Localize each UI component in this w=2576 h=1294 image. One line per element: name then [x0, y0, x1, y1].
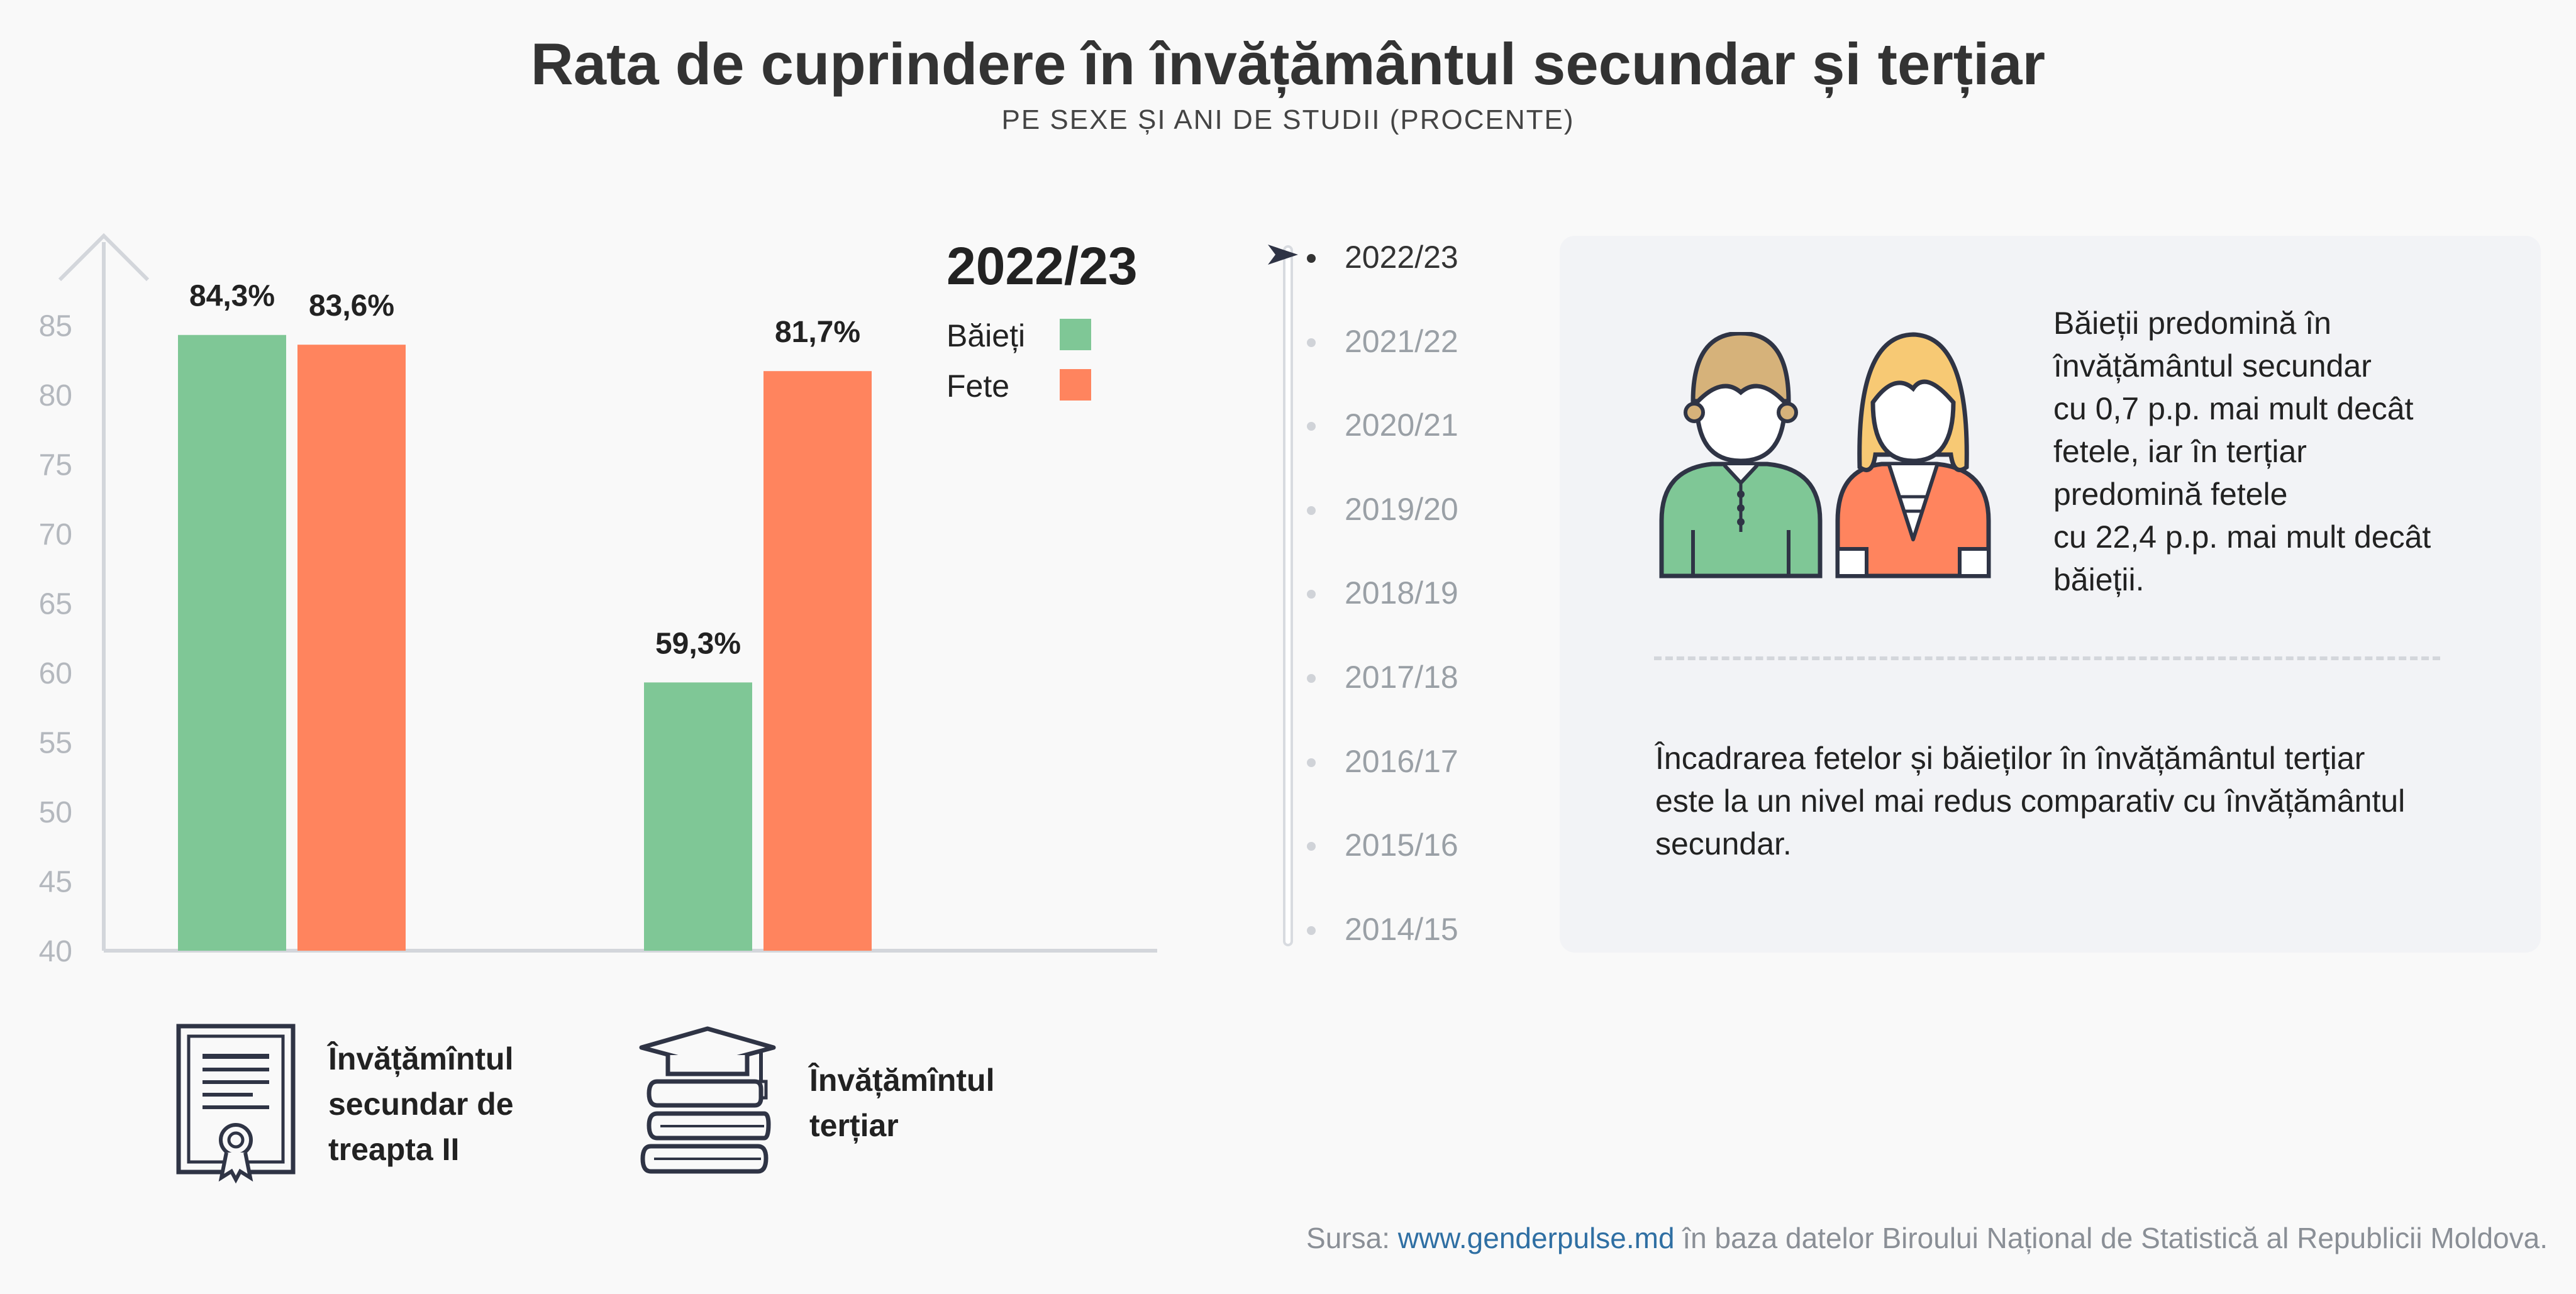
timeline-dot — [1307, 926, 1316, 935]
legend-label-fete: Fete — [947, 368, 1010, 404]
bar-fete-1 — [763, 371, 872, 951]
bar-fete-0 — [297, 345, 406, 951]
bar-chart: 40 45 50 55 60 65 70 75 80 85 84,3% 83,6% 59,3% 81,7… — [39, 233, 1157, 968]
timeline-item-2014-15[interactable]: 2014/15 — [1307, 911, 1499, 949]
y-tick-label: 40 — [39, 935, 72, 968]
navigation-arrow-icon — [1268, 245, 1298, 265]
legend-item-fete: Fete — [947, 368, 1009, 404]
category-label-secondary-line-1: Învățămîntul — [328, 1041, 514, 1076]
chart-subtitle: PE SEXE ȘI ANI DE STUDII (PROCENTE) — [1001, 104, 1575, 135]
timeline-item-2021-22[interactable]: 2021/22 — [1307, 323, 1499, 361]
source-link[interactable]: www.genderpulse.md — [1397, 1222, 1675, 1254]
category-label-secondary-line-3: treapta II — [328, 1132, 460, 1167]
timeline-dot — [1307, 338, 1316, 347]
timeline-item-2015-16[interactable]: 2015/16 — [1307, 827, 1499, 865]
category-label-tertiary-line-1: Învățămîntul — [809, 1063, 995, 1098]
chart-bars — [178, 335, 872, 951]
timeline-item-2017-18[interactable]: 2017/18 — [1307, 659, 1499, 697]
timeline-item-2022-23[interactable]: 2022/23 — [1307, 239, 1499, 277]
timeline-year-label: 2017/18 — [1345, 660, 1458, 695]
info-text-1-line: Băieții predomină în — [2053, 306, 2331, 341]
timeline-dot — [1307, 506, 1316, 515]
category-label-secondary: Învățămîntul secundar de treapta II — [328, 1036, 514, 1172]
value-label: 59,3% — [655, 627, 741, 660]
timeline-item-2020-21[interactable]: 2020/21 — [1307, 407, 1499, 445]
timeline-dot — [1307, 758, 1316, 767]
info-text-1-line: fetele, iar în terțiar — [2053, 434, 2307, 469]
bar-baieti-1 — [644, 682, 752, 951]
y-tick-label: 60 — [39, 657, 72, 690]
timeline-track — [1283, 245, 1293, 946]
timeline-year-label: 2016/17 — [1345, 743, 1458, 779]
info-text-1: Băieții predomină în învățământul secund… — [2053, 302, 2519, 601]
category-label-tertiary-line-2: terțiar — [809, 1108, 899, 1143]
legend-year: 2022/23 — [947, 236, 1138, 296]
timeline-item-2016-17[interactable]: 2016/17 — [1307, 743, 1499, 781]
timeline-dot — [1307, 674, 1316, 683]
chart-title: Rata de cuprindere în învățământul secun… — [530, 31, 2046, 97]
category-label-tertiary: Învățămîntul terțiar — [809, 1058, 994, 1148]
info-divider — [1654, 656, 2440, 660]
diploma-certificate-icon — [176, 1024, 296, 1184]
source-suffix: în baza datelor Biroului Național de Sta… — [1674, 1222, 2548, 1254]
legend-swatch-baieti — [1060, 319, 1091, 350]
y-tick-labels: 40 45 50 55 60 65 70 75 80 85 — [39, 309, 72, 968]
value-label: 84,3% — [189, 280, 275, 313]
source-prefix: Sursa: — [1306, 1222, 1398, 1254]
timeline-item-2019-20[interactable]: 2019/20 — [1307, 491, 1499, 529]
timeline-year-label: 2022/23 — [1345, 240, 1458, 275]
graduation-books-icon — [639, 1026, 776, 1174]
value-label: 81,7% — [775, 316, 860, 349]
boy-girl-icon — [1659, 332, 1991, 578]
info-text-1-line: băieții. — [2053, 562, 2145, 597]
y-tick-label: 45 — [39, 865, 72, 899]
source-note: Sursa: www.genderpulse.md în baza datelo… — [1306, 1221, 2548, 1255]
legend-item-baieti: Băieți — [947, 318, 1025, 354]
y-tick-label: 85 — [39, 309, 72, 343]
timeline-dot — [1307, 590, 1316, 599]
timeline-item-2018-19[interactable]: 2018/19 — [1307, 575, 1499, 612]
legend-swatch-fete — [1060, 369, 1091, 401]
y-tick-label: 70 — [39, 518, 72, 551]
y-tick-label: 65 — [39, 587, 72, 621]
info-text-2-line: este la un nivel mai redus comparativ cu… — [1655, 783, 2406, 819]
value-labels: 84,3% 83,6% 59,3% 81,7% — [189, 280, 860, 661]
timeline-year-label: 2021/22 — [1345, 323, 1458, 359]
category-label-secondary-line-2: secundar de — [328, 1087, 514, 1122]
timeline-year-label: 2014/15 — [1345, 911, 1458, 947]
y-tick-label: 55 — [39, 726, 72, 760]
bar-baieti-0 — [178, 335, 286, 951]
timeline-year-label: 2018/19 — [1345, 575, 1458, 611]
timeline-year-label: 2019/20 — [1345, 491, 1458, 527]
info-text-2: Încadrarea fetelor și băieților în învăț… — [1655, 737, 2504, 865]
y-tick-label: 50 — [39, 796, 72, 829]
info-text-1-line: cu 22,4 p.p. mai mult decât — [2053, 519, 2431, 555]
timeline-year-label: 2020/21 — [1345, 407, 1458, 443]
info-text-1-line: predomină fetele — [2053, 477, 2288, 512]
value-label: 83,6% — [309, 289, 394, 323]
timeline-year-label: 2015/16 — [1345, 827, 1458, 863]
info-text-2-line: Încadrarea fetelor și băieților în învăț… — [1655, 741, 2365, 776]
legend-label-baieti: Băieți — [947, 318, 1026, 353]
info-text-1-line: cu 0,7 p.p. mai mult decât — [2053, 391, 2414, 426]
y-tick-label: 80 — [39, 379, 72, 412]
y-axis-arrow — [58, 233, 150, 282]
info-text-2-line: secundar. — [1655, 826, 1792, 861]
timeline-dot — [1307, 422, 1316, 431]
info-text-1-line: învățământul secundar — [2053, 348, 2372, 384]
timeline-dot — [1307, 254, 1316, 263]
y-tick-label: 75 — [39, 448, 72, 482]
timeline-dot — [1307, 842, 1316, 851]
